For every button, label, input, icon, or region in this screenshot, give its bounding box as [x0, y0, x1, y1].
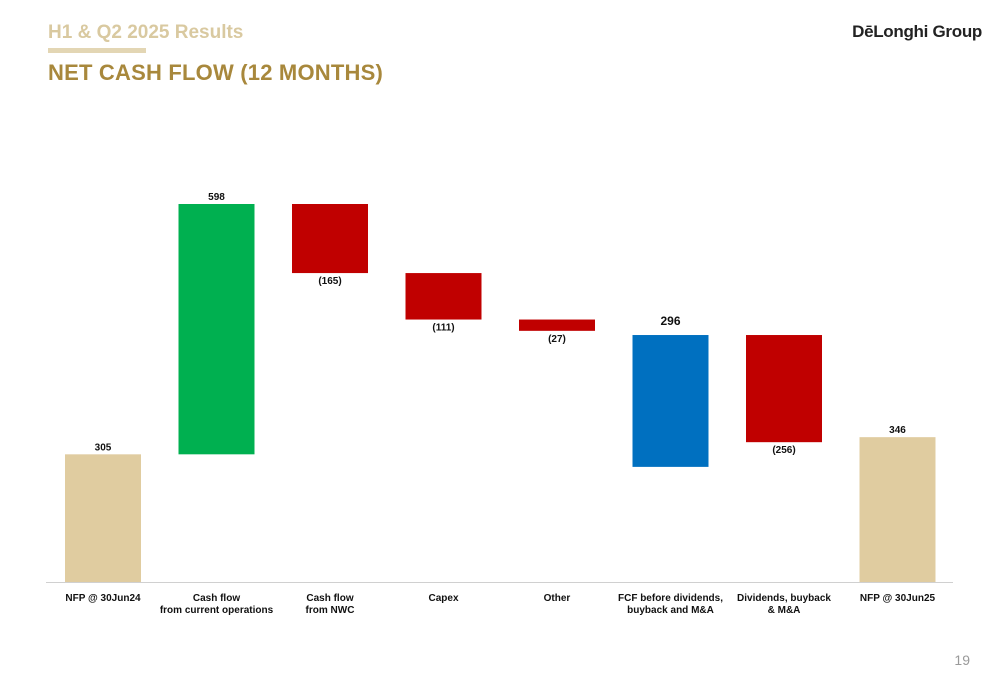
category-label-4-0: Other — [544, 593, 571, 604]
page-number: 19 — [954, 652, 970, 668]
supertitle-underline — [48, 48, 146, 53]
supertitle: H1 & Q2 2025 Results — [48, 22, 244, 43]
bar-3 — [405, 273, 482, 320]
category-label-5-1: buyback and M&A — [627, 605, 714, 616]
category-label-0-0: NFP @ 30Jun24 — [65, 593, 141, 604]
bar-2 — [292, 204, 368, 274]
value-label-6: (256) — [772, 445, 795, 456]
brand-logo: DēLonghi Group — [852, 22, 982, 41]
category-label-1-1: from current operations — [160, 605, 274, 616]
bar-6 — [746, 335, 822, 443]
value-label-5: 296 — [660, 314, 680, 328]
value-label-2: (165) — [318, 276, 341, 287]
bar-4 — [519, 319, 595, 331]
value-label-1: 598 — [208, 192, 225, 203]
category-label-1-0: Cash flow — [193, 593, 240, 604]
bar-1 — [178, 204, 255, 455]
value-label-4: (27) — [548, 334, 566, 345]
category-label-3-0: Capex — [428, 593, 458, 604]
value-label-7: 346 — [889, 425, 906, 436]
category-label-5-0: FCF before dividends, — [618, 593, 723, 604]
bar-7 — [859, 437, 936, 582]
category-label-6-1: & M&A — [768, 605, 801, 616]
value-label-0: 305 — [95, 442, 112, 453]
chart-bars — [65, 204, 936, 582]
value-label-3: (111) — [432, 323, 454, 334]
category-label-6-0: Dividends, buyback — [737, 593, 831, 604]
bar-5 — [632, 335, 709, 467]
category-label-7-0: NFP @ 30Jun25 — [860, 593, 936, 604]
category-label-2-0: Cash flow — [306, 593, 353, 604]
chart-value-labels: 305 598 (165) (111) (27) 296 (256) 346 — [95, 192, 907, 456]
category-label-2-1: from NWC — [306, 605, 355, 616]
bar-0 — [65, 454, 141, 582]
page-title: NET CASH FLOW (12 MONTHS) — [48, 60, 383, 85]
